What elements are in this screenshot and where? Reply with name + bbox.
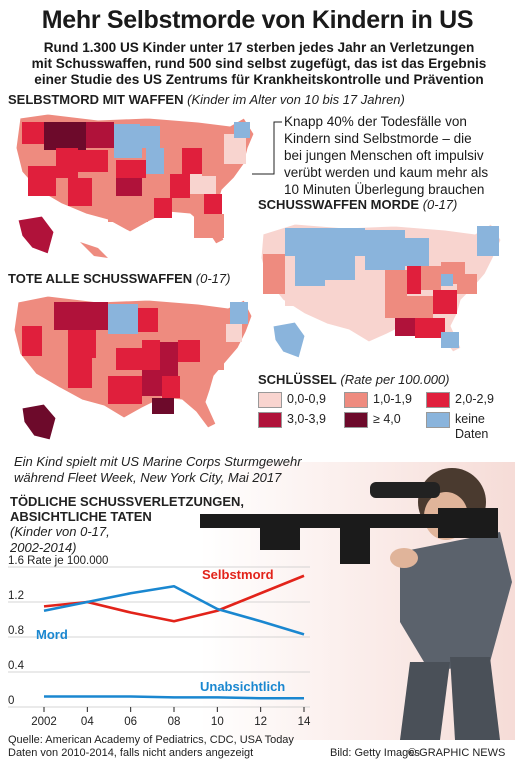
callout-line: 10 Minuten Überlegung brauchen [284, 182, 485, 197]
caption-line: während Fleet Week, New York City, Mai 2… [14, 470, 282, 485]
photo-caption: Ein Kind spielt mit US Marine Corps Stur… [14, 454, 314, 486]
total-map [13, 295, 253, 441]
legend-label: 1,0-1,9 [373, 392, 412, 406]
series-line [43, 574, 305, 623]
callout-line: verübt werden und kaum mehr als [284, 165, 489, 180]
series-line [43, 584, 305, 636]
legend-swatch [258, 392, 282, 408]
total-map-title: Tote alle Schusswaffen [8, 271, 193, 286]
legend-label: 0,0-0,9 [287, 392, 326, 406]
legend-swatch [258, 412, 282, 428]
suicide-map-subtitle: (Kinder im Alter von 10 bis 17 Jahren) [187, 92, 405, 107]
y-tick-label: 0.4 [8, 660, 25, 672]
x-tick-label: 08 [168, 716, 181, 728]
legend-swatch [344, 412, 368, 428]
total-map-heading: Tote alle Schusswaffen (0-17) [8, 271, 230, 286]
legend-title: Schlüssel [258, 372, 337, 387]
legend-heading: Schlüssel (Rate per 100.000) [258, 372, 449, 387]
legend-swatch [344, 392, 368, 408]
legend-item: 1,0-1,9 [344, 392, 412, 408]
series-label: Mord [36, 627, 68, 642]
chart-title: Tödliche Schussverletzungen, absichtlich… [10, 494, 244, 524]
suicide-map-title: Selbstmord mit Waffen [8, 92, 184, 107]
suicide-map-heading: Selbstmord mit Waffen (Kinder im Alter v… [8, 92, 405, 107]
x-tick-label: 2002 [31, 716, 57, 728]
y-tick-label: 0 [8, 695, 14, 707]
legend-label: ≥ 4,0 [373, 412, 401, 426]
page-title: Mehr Selbstmorde von Kindern in US [41, 6, 474, 34]
legend-label: 2,0-2,9 [455, 392, 494, 406]
photo-credit: Bild: Getty Images [330, 747, 420, 759]
y-tick-label: 1.2 [8, 590, 24, 602]
homicide-map-heading: Schusswaffen Morde (0-17) [258, 197, 457, 212]
callout-text: Knapp 40% der Todesfälle von Kindern sin… [284, 113, 509, 198]
x-tick-label: 10 [211, 716, 224, 728]
total-map-subtitle: (0-17) [195, 271, 231, 286]
callout-leader [252, 121, 282, 175]
line-chart: 1.6 Rate je 100.000 1.2 0.8 0.4 0 2002 04 06 08 1… [8, 555, 311, 728]
callout-line: Kindern sind Selbstmorde – die [284, 131, 472, 146]
chart-subtitle-line: 2002-2014) [10, 540, 77, 555]
suicide-map [15, 113, 255, 258]
legend-item: keine Daten [426, 412, 506, 442]
homicide-map-subtitle: (0-17) [422, 197, 458, 212]
chart-title-line: Tödliche Schussverletzungen, [10, 494, 245, 509]
homicide-map-title: Schusswaffen Morde [258, 197, 420, 212]
legend-swatch [426, 392, 450, 408]
x-tick-label: 12 [254, 716, 267, 728]
intro-line: einer Studie des US Zentrums für Krankhe… [34, 72, 484, 88]
y-tick-label: 1.6 Rate je 100.000 [8, 555, 108, 567]
intro-text: Rund 1.300 US Kinder unter 17 sterben je… [14, 40, 504, 89]
series-label: Selbstmord [202, 567, 274, 582]
callout-line: Knapp 40% der Todesfälle von [284, 114, 467, 129]
brand-credit: © GRAPHIC NEWS [408, 747, 506, 759]
y-tick-label: 0.8 [8, 625, 24, 637]
chart-subtitle: (Kinder von 0-17, 2002-2014) [10, 524, 110, 556]
source-note: Daten von 2010-2014, falls nicht anders … [8, 747, 254, 759]
intro-line: Rund 1.300 US Kinder unter 17 sterben je… [43, 40, 475, 55]
photo-child-with-rifle [200, 462, 515, 740]
intro-line: mit Schusswaffen, rund 500 sind selbst z… [31, 56, 487, 72]
legend-label: keine Daten [455, 412, 489, 441]
chart-subtitle-line: (Kinder von 0-17, [10, 524, 110, 539]
legend-item: 0,0-0,9 [258, 392, 326, 408]
x-tick-label: 06 [124, 716, 137, 728]
x-tick-label: 14 [298, 716, 311, 728]
source-text: Quelle: American Academy of Pediatrics, … [8, 734, 294, 746]
caption-line: Ein Kind spielt mit US Marine Corps Stur… [14, 454, 302, 469]
homicide-map [260, 223, 502, 359]
legend-item: 3,0-3,9 [258, 412, 326, 428]
chart-title-line: absichtliche taten [10, 509, 152, 524]
x-tick-label: 04 [81, 716, 94, 728]
legend-unit: (Rate per 100.000) [340, 372, 450, 387]
footer-source: Quelle: American Academy of Pediatrics, … [8, 734, 294, 760]
legend-item: ≥ 4,0 [344, 412, 401, 428]
legend-label: 3,0-3,9 [287, 412, 326, 426]
callout-line: bei jungen Menschen oft impulsiv [284, 148, 484, 163]
series-label: Unabsichtlich [200, 679, 285, 694]
legend-swatch [426, 412, 450, 428]
legend-item: 2,0-2,9 [426, 392, 494, 408]
